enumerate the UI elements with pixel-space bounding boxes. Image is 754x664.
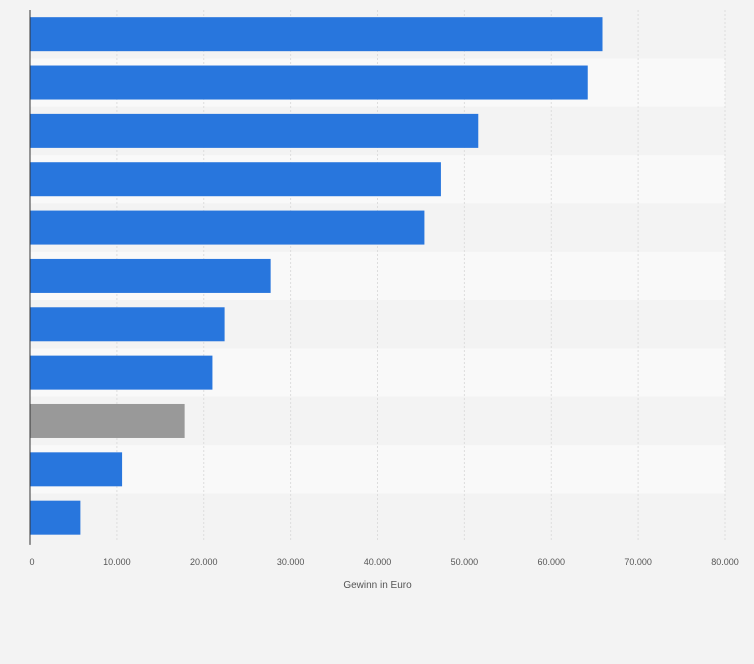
x-tick-label: 70.000: [624, 557, 652, 567]
bar[interactable]: [30, 452, 123, 487]
bar[interactable]: [30, 162, 441, 197]
x-tick-label: 80.000: [711, 557, 739, 567]
row-band: [30, 445, 725, 494]
row-band: [30, 493, 725, 542]
x-tick-label: 50.000: [451, 557, 479, 567]
x-axis-label: Gewinn in Euro: [343, 580, 412, 591]
x-tick-label: 60.000: [537, 557, 565, 567]
bar[interactable]: [30, 113, 479, 148]
x-tick-labels: 0 10.000 20.000 30.000 40.000 50.000 60.000 70.…: [29, 557, 738, 567]
x-tick-label: 0: [29, 557, 34, 567]
bar[interactable]: [30, 403, 185, 438]
bar[interactable]: [30, 258, 271, 293]
x-tick-label: 40.000: [364, 557, 392, 567]
x-tick-label: 20.000: [190, 557, 218, 567]
bars: [30, 17, 603, 535]
bar[interactable]: [30, 65, 588, 100]
bar[interactable]: [30, 355, 213, 390]
bar[interactable]: [30, 17, 603, 52]
x-tick-label: 10.000: [103, 557, 131, 567]
x-tick-label: 30.000: [277, 557, 305, 567]
bar[interactable]: [30, 307, 225, 342]
bar[interactable]: [30, 210, 425, 245]
bar[interactable]: [30, 500, 81, 535]
